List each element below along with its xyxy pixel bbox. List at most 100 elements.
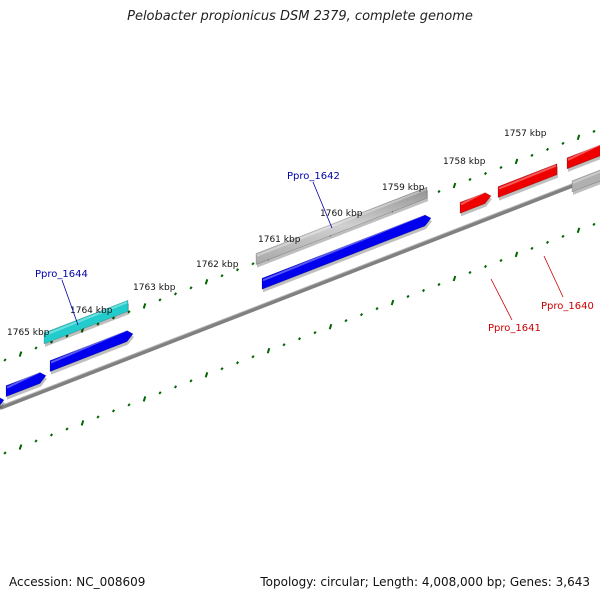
minor-tick bbox=[313, 331, 317, 335]
minor-tick bbox=[483, 264, 488, 269]
minor-tick bbox=[189, 286, 193, 290]
minor-tick bbox=[96, 415, 100, 419]
gene-label[interactable]: Ppro_1640 bbox=[541, 301, 594, 312]
minor-tick bbox=[406, 294, 410, 299]
gene-other-1[interactable] bbox=[571, 166, 600, 193]
gene-leader-line bbox=[312, 181, 333, 229]
minor-tick bbox=[530, 246, 534, 251]
gene-other-1-highlight bbox=[572, 170, 600, 184]
minor-tick bbox=[189, 379, 193, 383]
minor-tick bbox=[127, 403, 131, 407]
minor-tick bbox=[251, 355, 255, 359]
minor-tick bbox=[530, 153, 534, 158]
minor-tick bbox=[499, 165, 503, 170]
minor-tick bbox=[158, 391, 162, 395]
gene-forward-1[interactable] bbox=[49, 330, 134, 373]
major-tick bbox=[266, 347, 271, 354]
minor-tick bbox=[111, 316, 116, 320]
minor-tick bbox=[220, 274, 224, 278]
minor-tick bbox=[592, 129, 596, 133]
major-tick bbox=[142, 303, 147, 309]
gene-ppro-1640-highlight bbox=[498, 164, 557, 190]
minor-tick bbox=[111, 409, 116, 413]
minor-tick bbox=[499, 258, 503, 263]
kbp-label: 1758 kbp bbox=[443, 157, 486, 167]
minor-tick bbox=[592, 222, 596, 226]
minor-tick bbox=[251, 262, 255, 266]
gene-forward-1-highlight bbox=[50, 329, 127, 364]
gene-forward-4-highlight bbox=[262, 213, 425, 282]
minor-tick bbox=[483, 171, 488, 176]
inner-tick-track bbox=[3, 222, 596, 455]
major-tick bbox=[514, 251, 519, 258]
minor-tick bbox=[375, 306, 379, 311]
minor-tick bbox=[49, 340, 54, 344]
genome-backbone bbox=[0, 173, 600, 410]
minor-tick bbox=[49, 433, 54, 437]
gene-label[interactable]: Ppro_1641 bbox=[488, 323, 541, 334]
minor-tick bbox=[220, 367, 224, 371]
genome-summary: Topology: circular; Length: 4,008,000 bp… bbox=[260, 575, 590, 589]
gene-reverse-3[interactable] bbox=[566, 143, 600, 170]
minor-tick bbox=[545, 240, 550, 245]
minor-tick bbox=[561, 141, 565, 145]
minor-tick bbox=[173, 385, 178, 389]
minor-tick bbox=[127, 310, 131, 314]
minor-tick bbox=[34, 346, 38, 350]
gene-label[interactable]: Ppro_1642 bbox=[287, 171, 340, 182]
minor-tick bbox=[173, 292, 178, 296]
major-tick bbox=[328, 323, 333, 330]
gene-ppro-1642[interactable] bbox=[255, 186, 428, 266]
minor-tick bbox=[437, 282, 441, 287]
gene-ppro-1641[interactable] bbox=[459, 192, 492, 214]
map-title: Pelobacter propionicus DSM 2379, complet… bbox=[127, 9, 473, 24]
minor-tick bbox=[359, 312, 364, 317]
minor-tick bbox=[297, 337, 302, 341]
minor-tick bbox=[282, 343, 286, 347]
kbp-label: 1757 kbp bbox=[504, 129, 547, 139]
minor-tick bbox=[468, 270, 472, 275]
minor-tick bbox=[561, 234, 565, 238]
major-tick bbox=[80, 420, 85, 426]
major-tick bbox=[452, 182, 457, 189]
major-tick bbox=[18, 444, 23, 450]
minor-tick bbox=[34, 439, 38, 443]
major-tick bbox=[18, 351, 23, 357]
minor-tick bbox=[3, 358, 7, 362]
major-tick bbox=[576, 227, 581, 234]
gene-forward-2-highlight bbox=[6, 371, 40, 389]
kbp-label: 1762 kbp bbox=[196, 260, 239, 270]
minor-tick bbox=[65, 427, 69, 431]
genome-backbone-highlight bbox=[0, 172, 600, 407]
minor-tick bbox=[158, 298, 162, 302]
minor-tick bbox=[437, 189, 441, 194]
gene-leader-line bbox=[490, 278, 513, 321]
kbp-label: 1761 kbp bbox=[258, 235, 301, 245]
gene-ppro-1642-highlight bbox=[256, 188, 427, 257]
minor-tick bbox=[65, 334, 69, 338]
gene-forward-3[interactable] bbox=[0, 397, 5, 411]
major-tick bbox=[390, 299, 395, 306]
minor-tick bbox=[3, 451, 7, 455]
gene-forward-2[interactable] bbox=[5, 372, 47, 398]
major-tick bbox=[576, 134, 581, 141]
gene-ppro-1640[interactable] bbox=[497, 163, 558, 199]
major-tick bbox=[514, 158, 519, 165]
gene-ppro-1644[interactable] bbox=[43, 299, 129, 345]
minor-tick bbox=[235, 268, 240, 272]
gene-reverse-3-highlight bbox=[567, 143, 600, 161]
kbp-label: 1764 kbp bbox=[70, 306, 113, 316]
kbp-label: 1760 kbp bbox=[320, 209, 363, 219]
major-tick bbox=[204, 372, 209, 378]
minor-tick bbox=[235, 361, 240, 365]
major-tick bbox=[142, 396, 147, 402]
kbp-label: 1763 kbp bbox=[133, 283, 176, 293]
minor-tick bbox=[421, 288, 426, 293]
gene-ppro-1641-highlight bbox=[460, 191, 485, 206]
minor-tick bbox=[344, 319, 348, 323]
gene-ppro-1644-highlight bbox=[44, 301, 128, 336]
minor-tick bbox=[96, 322, 100, 326]
gene-forward-4[interactable] bbox=[261, 214, 432, 290]
gene-label[interactable]: Ppro_1644 bbox=[35, 269, 88, 280]
